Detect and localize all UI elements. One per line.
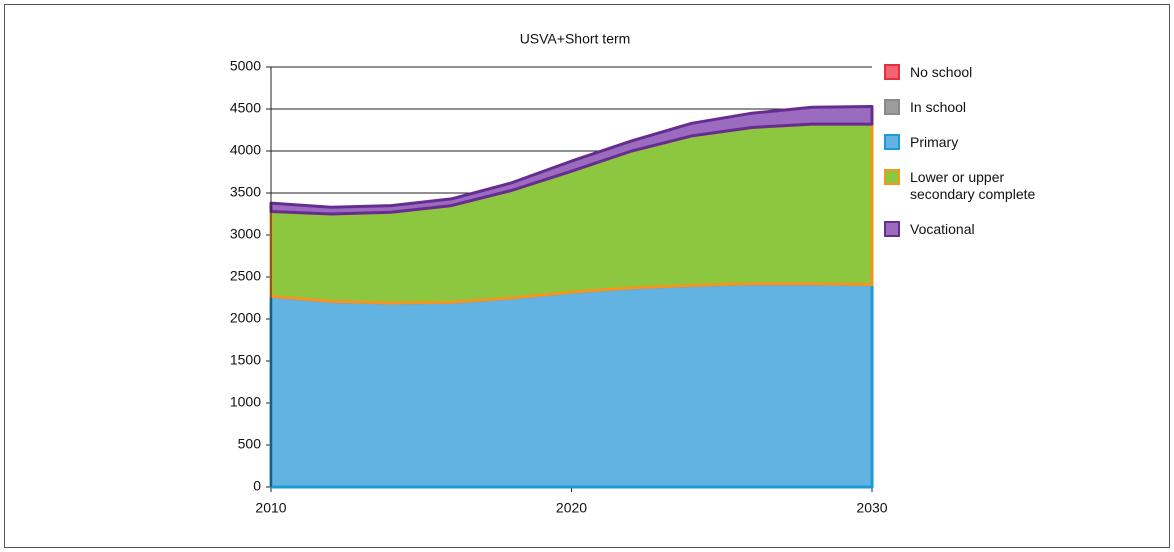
y-tick-label: 1000 bbox=[230, 394, 261, 410]
area bbox=[269, 282, 874, 489]
legend-label: Vocational bbox=[910, 221, 975, 237]
legend-item: In school bbox=[884, 99, 1054, 116]
legend-item: Vocational bbox=[884, 221, 1054, 238]
legend: No school In school Primary Lower or upper … bbox=[884, 64, 1054, 256]
y-tick-label: 2500 bbox=[230, 268, 261, 284]
legend-swatch bbox=[884, 64, 900, 80]
legend-item: No school bbox=[884, 64, 1054, 81]
y-tick-label: 500 bbox=[238, 436, 262, 452]
x-tick-label: 2020 bbox=[556, 500, 587, 516]
legend-item: Lower or upper secondary complete bbox=[884, 169, 1054, 203]
y-tick-label: 4000 bbox=[230, 142, 261, 158]
legend-swatch bbox=[884, 99, 900, 115]
chart-title: USVA+Short term bbox=[520, 31, 631, 47]
x-tick-label: 2030 bbox=[856, 500, 887, 516]
y-tick-label: 3500 bbox=[230, 184, 261, 200]
legend-swatch bbox=[884, 221, 900, 237]
y-tick-label: 5000 bbox=[230, 58, 261, 74]
legend-swatch bbox=[884, 134, 900, 150]
x-tick-label: 2010 bbox=[255, 500, 286, 516]
y-tick-label: 0 bbox=[253, 478, 261, 494]
y-tick-label: 4500 bbox=[230, 100, 261, 116]
area bbox=[269, 105, 874, 216]
legend-label: No school bbox=[910, 64, 973, 80]
y-tick-label: 3000 bbox=[230, 226, 261, 242]
y-tick-label: 1500 bbox=[230, 352, 261, 368]
legend-label: In school bbox=[910, 99, 967, 115]
frame bbox=[4, 4, 1170, 548]
y-tick-label: 2000 bbox=[230, 310, 261, 326]
legend-label: Lower or upper secondary complete bbox=[910, 169, 1036, 202]
legend-item: Primary bbox=[884, 134, 1054, 151]
legend-swatch bbox=[884, 169, 900, 185]
legend-label: Primary bbox=[910, 134, 959, 150]
